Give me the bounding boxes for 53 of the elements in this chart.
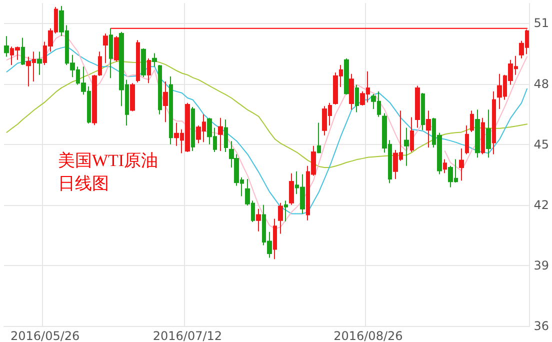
candlestick [4,36,9,58]
candlestick [443,158,447,174]
y-tick-label: 39 [534,258,550,272]
line-series [6,60,528,168]
candlestick [141,48,146,78]
candlestick [284,200,288,222]
candlestick [158,64,162,115]
candlestick [256,208,261,232]
candlestick [492,90,496,155]
annotation: 日线图 [58,174,109,193]
candlestick [147,58,151,84]
candlestick [21,37,25,66]
candlestick [426,110,431,148]
candlestick [421,92,425,131]
x-tick-label: 2016/07/12 [152,329,222,342]
candlestick [152,52,157,68]
candlestick [465,125,469,155]
candlestick [136,40,140,83]
candlestick [103,32,108,64]
x-tick-label: 2016/05/26 [10,329,80,342]
candlestick [459,148,464,182]
candlestick [344,58,349,96]
y-tick-label: 48 [534,76,550,91]
candlestick [404,127,409,166]
candlestick [317,122,321,154]
candlestick [278,202,283,234]
candlestick [273,218,277,260]
candlestick [191,106,195,152]
candlestick [415,85,420,128]
candlestick [470,110,474,132]
candlestick [410,116,414,152]
y-tick-label: 36 [534,319,550,333]
candlestick [169,76,173,145]
candlestick [130,82,135,112]
candlestick [109,28,113,79]
y-tick-label: 45 [534,137,550,152]
candlestick [349,73,354,110]
candlestick [114,36,119,62]
candlestick [224,118,228,152]
candlestick [37,51,42,76]
candlestick [475,109,480,158]
candlestick [218,117,223,152]
candlestick [163,81,168,123]
y-tick-label: 42 [534,198,550,212]
candlestick [98,51,102,76]
candlestick [481,117,485,155]
x-tick-label: 2016/08/26 [334,329,403,342]
candlestick [486,109,491,158]
candlestick [355,84,359,113]
candlestick [289,172,294,206]
y-tick-label: 51 [534,16,550,30]
annotation: 美国WTI原油 [58,151,158,170]
candlestick [92,74,97,126]
